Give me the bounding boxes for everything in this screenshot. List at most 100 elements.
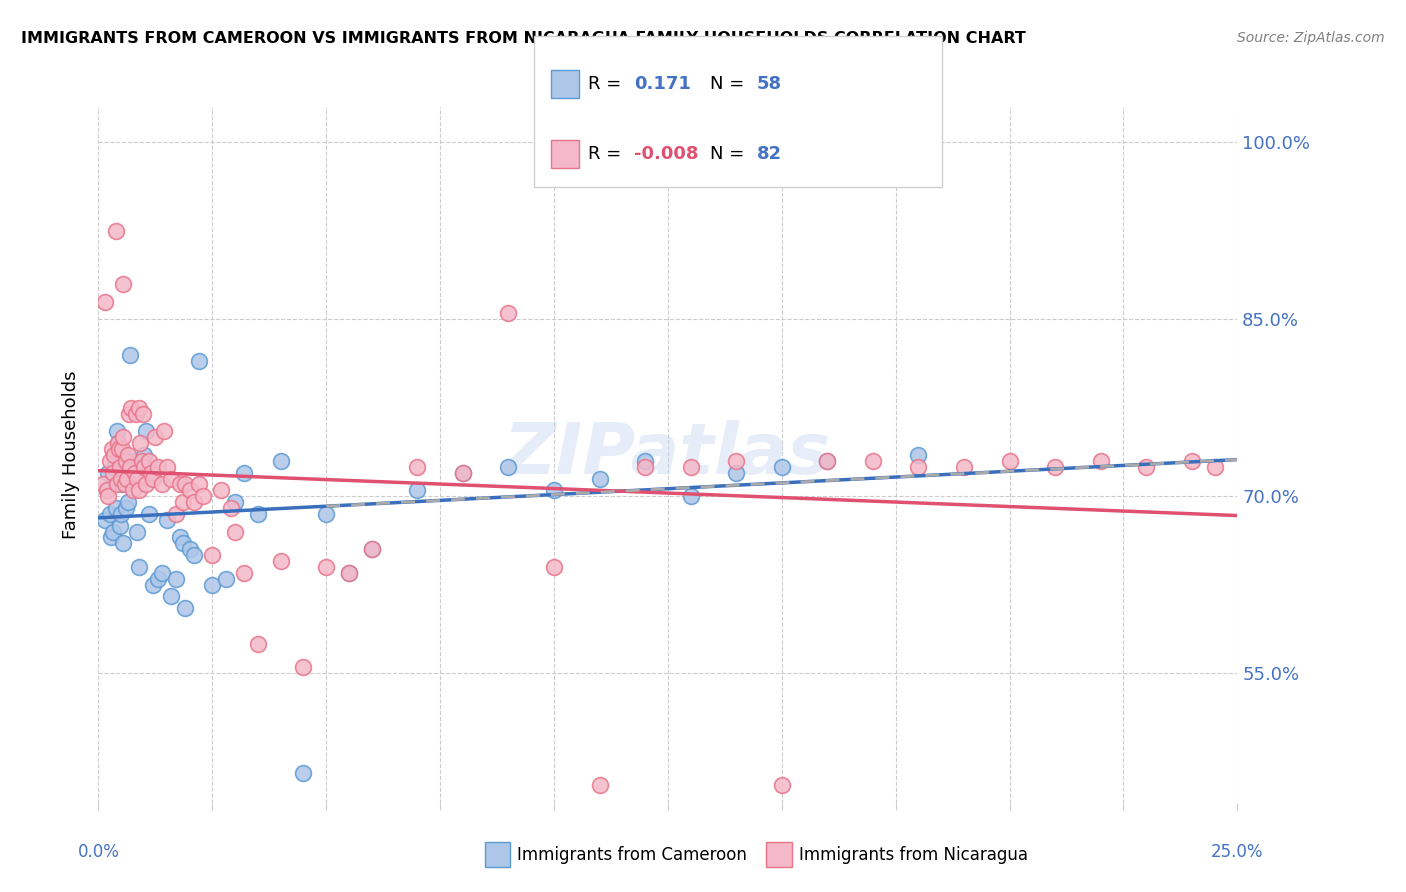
Point xyxy=(862,454,884,468)
Point xyxy=(165,507,187,521)
Point xyxy=(128,401,150,415)
Point xyxy=(145,430,167,444)
Point xyxy=(169,477,191,491)
Point xyxy=(94,294,117,309)
Text: Immigrants from Cameroon: Immigrants from Cameroon xyxy=(517,846,747,863)
Point xyxy=(108,454,131,468)
Point xyxy=(160,471,183,485)
Point xyxy=(105,425,128,439)
Point xyxy=(907,448,929,462)
Point xyxy=(142,471,165,485)
Text: R =: R = xyxy=(588,75,621,93)
Point xyxy=(172,536,194,550)
Point xyxy=(406,459,429,474)
Point xyxy=(135,425,157,439)
Point xyxy=(105,477,128,491)
Y-axis label: Family Households: Family Households xyxy=(62,371,80,539)
Point xyxy=(101,466,124,480)
Point xyxy=(246,507,269,521)
Point xyxy=(1181,454,1204,468)
Point xyxy=(111,477,134,491)
Point xyxy=(292,660,315,674)
Point xyxy=(112,277,135,291)
Point xyxy=(114,500,136,515)
Text: 25.0%: 25.0% xyxy=(1211,843,1264,861)
Point xyxy=(634,459,657,474)
Text: R =: R = xyxy=(588,145,621,163)
Point xyxy=(135,477,157,491)
Point xyxy=(1135,459,1157,474)
Point xyxy=(120,459,142,474)
Point xyxy=(224,495,246,509)
Point xyxy=(174,601,197,615)
Point xyxy=(131,454,153,468)
Point xyxy=(233,466,256,480)
Point xyxy=(131,459,153,474)
Point xyxy=(292,766,315,780)
Point xyxy=(174,477,197,491)
Point xyxy=(209,483,232,498)
Point xyxy=(315,507,337,521)
Point xyxy=(107,436,129,450)
Point xyxy=(121,483,143,498)
Point xyxy=(104,500,127,515)
Point xyxy=(150,566,173,580)
Point xyxy=(201,548,224,562)
Point xyxy=(120,348,142,362)
Point xyxy=(172,495,194,509)
Point xyxy=(124,454,146,468)
Point xyxy=(219,500,242,515)
Point xyxy=(104,224,127,238)
Point xyxy=(201,577,224,591)
Point xyxy=(146,459,169,474)
Point xyxy=(246,637,269,651)
Point xyxy=(97,466,120,480)
Text: Immigrants from Nicaragua: Immigrants from Nicaragua xyxy=(799,846,1028,863)
Point xyxy=(111,442,134,456)
Point xyxy=(165,572,187,586)
Point xyxy=(110,471,132,485)
Point xyxy=(183,495,205,509)
Point xyxy=(187,477,209,491)
Point xyxy=(96,483,118,498)
Point xyxy=(124,466,146,480)
Point xyxy=(187,353,209,368)
Text: -0.008: -0.008 xyxy=(634,145,699,163)
Point xyxy=(110,459,132,474)
Point xyxy=(160,590,183,604)
Text: 82: 82 xyxy=(756,145,782,163)
Point xyxy=(169,531,191,545)
Point xyxy=(125,407,148,421)
Point xyxy=(117,448,139,462)
Point xyxy=(156,513,179,527)
Point xyxy=(98,507,121,521)
Point xyxy=(128,560,150,574)
Point xyxy=(179,542,201,557)
Point xyxy=(114,477,136,491)
Point xyxy=(110,518,132,533)
Point xyxy=(108,442,131,456)
Point xyxy=(129,436,152,450)
Point xyxy=(91,477,114,491)
Point xyxy=(110,507,132,521)
Point xyxy=(146,572,169,586)
Point xyxy=(543,560,565,574)
Point xyxy=(118,407,141,421)
Point xyxy=(679,489,702,503)
Point xyxy=(132,448,155,462)
Point xyxy=(998,454,1021,468)
Text: Source: ZipAtlas.com: Source: ZipAtlas.com xyxy=(1237,31,1385,45)
Point xyxy=(360,542,382,557)
Point xyxy=(96,483,118,498)
Point xyxy=(101,524,124,539)
Point xyxy=(132,459,155,474)
Point xyxy=(98,454,121,468)
Point xyxy=(153,425,176,439)
Point xyxy=(112,536,135,550)
Point xyxy=(634,454,657,468)
Point xyxy=(128,483,150,498)
Point xyxy=(953,459,976,474)
Point xyxy=(115,471,138,485)
Point xyxy=(138,454,160,468)
Point xyxy=(156,459,179,474)
